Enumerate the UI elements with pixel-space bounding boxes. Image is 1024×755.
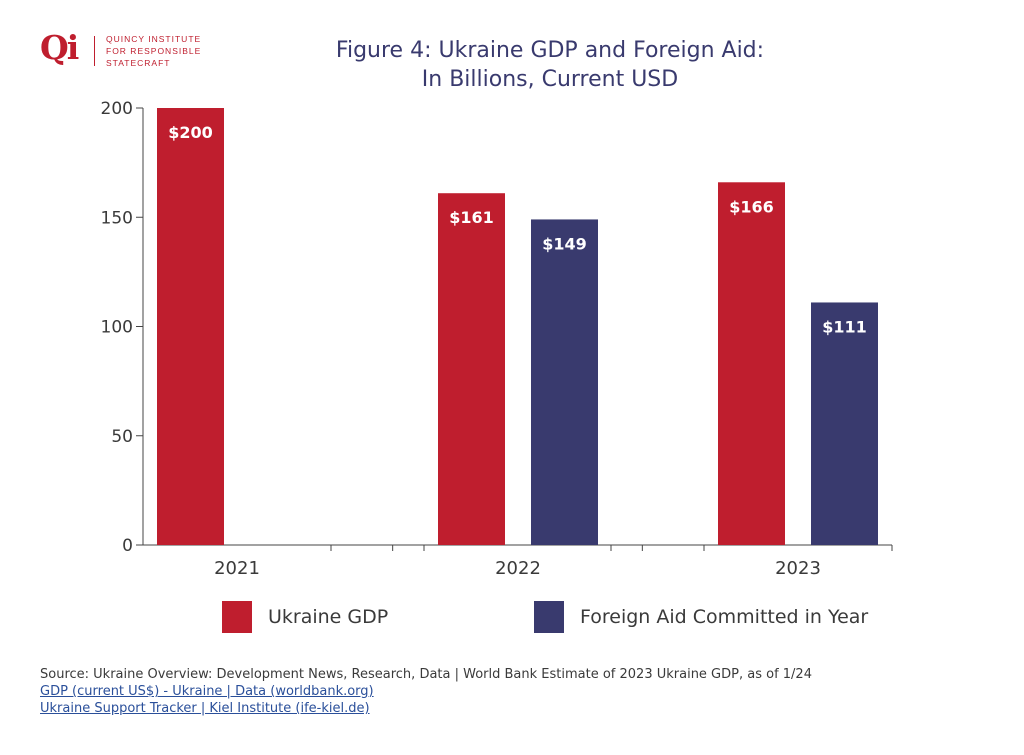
y-tick-label-200: 200 (101, 99, 133, 119)
chart-title-line-1: Figure 4: Ukraine GDP and Foreign Aid: (335, 38, 765, 63)
bar-gdp-2023 (718, 182, 785, 546)
bar-label-aid-2022: $149 (542, 234, 587, 253)
chart-title-line-2: In Billions, Current USD (421, 67, 679, 92)
source-link-kiel[interactable]: Ukraine Support Tracker | Kiel Institute… (40, 701, 370, 716)
legend-swatch-ukraine-gdp (222, 601, 252, 633)
logo-line-1: QUINCY INSTITUTE (106, 34, 202, 44)
chart-title: Figure 4: Ukraine GDP and Foreign Aid: I… (250, 36, 850, 94)
logo-mark: Qi (40, 28, 79, 67)
bar-gdp-2021 (157, 108, 224, 545)
bar-gdp-2022 (438, 193, 505, 545)
x-tick-label-2021: 2021 (214, 558, 260, 579)
y-tick-label-0: 0 (122, 536, 133, 556)
y-tick-label-50: 50 (111, 427, 133, 447)
bar-aid-2022 (531, 219, 598, 545)
source-text: Source: Ukraine Overview: Development Ne… (40, 667, 812, 682)
bar-aid-2023 (811, 302, 878, 545)
bar-label-gdp-2022: $161 (449, 208, 494, 227)
y-tick-label-150: 150 (101, 208, 133, 228)
legend-swatch-foreign-aid (534, 601, 564, 633)
logo-line-3: STATECRAFT (106, 58, 171, 68)
source-link-worldbank[interactable]: GDP (current US$) - Ukraine | Data (worl… (40, 684, 374, 699)
logo: Qi QUINCY INSTITUTE FOR RESPONSIBLE STAT… (40, 28, 240, 72)
y-tick-label-100: 100 (101, 318, 133, 338)
bar-label-gdp-2023: $166 (729, 197, 774, 216)
bar-label-gdp-2021: $200 (168, 123, 213, 142)
logo-divider (94, 36, 95, 66)
logo-line-2: FOR RESPONSIBLE (106, 46, 202, 56)
legend-item-ukraine-gdp: Ukraine GDP (222, 601, 388, 633)
logo-text: QUINCY INSTITUTE FOR RESPONSIBLE STATECR… (106, 33, 201, 69)
legend-label-ukraine-gdp: Ukraine GDP (268, 606, 389, 628)
legend-label-foreign-aid: Foreign Aid Committed in Year (580, 606, 869, 628)
bar-label-aid-2023: $111 (822, 317, 867, 336)
source-notes: Source: Ukraine Overview: Development Ne… (40, 666, 812, 717)
x-tick-label-2023: 2023 (775, 558, 821, 579)
bar-chart: 0 50 100 150 200 2021 2022 2023 $200 $161 $166 $149… (101, 99, 893, 579)
legend-item-foreign-aid: Foreign Aid Committed in Year (534, 601, 868, 633)
x-tick-label-2022: 2022 (495, 558, 541, 579)
